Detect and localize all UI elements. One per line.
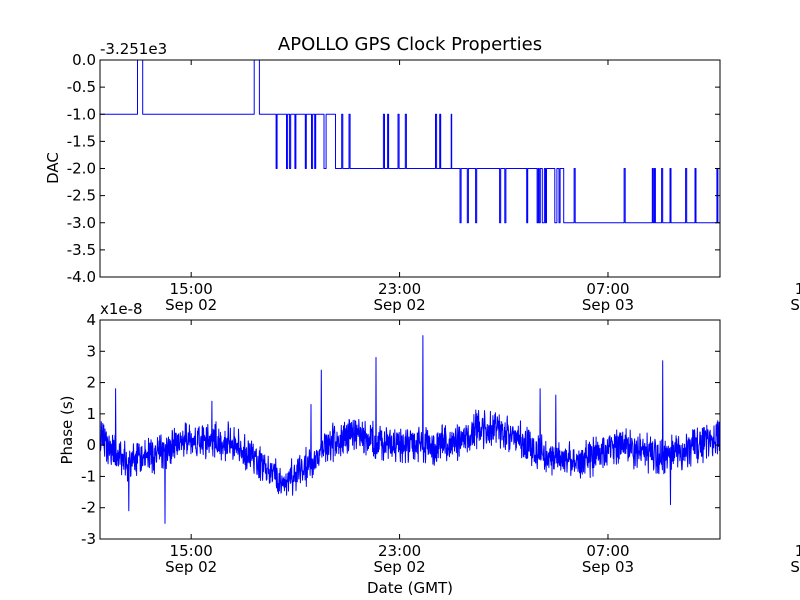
dac-x-tick-date-label: Sep 02	[165, 296, 217, 314]
phase-y-tick-label: -1	[81, 467, 96, 485]
dac-x-tick-date-label: Sep 03	[790, 296, 800, 314]
phase-x-tick-date-label: Sep 03	[582, 558, 634, 576]
dac-y-ticks: 0.0 -0.5 -1.0 -1.5 -2.0 -2.5 -3.0 -3.5 -4.0	[67, 51, 720, 286]
dac-x-tick-time-label: 15:00	[795, 280, 800, 298]
phase-y-tick-label: 0	[86, 436, 96, 454]
dac-panel: -3.251e3 0.0 -0.5 -1.0 -1.5 -2.0 -2.5 -3.0 -3.5…	[44, 40, 800, 314]
dac-y-tick-label: -4.0	[67, 268, 96, 286]
phase-y-tick-label: 1	[86, 405, 96, 423]
phase-y-ticks: -3 -2 -1 0 1 2 3 4	[81, 311, 720, 548]
dac-x-tick-time-label: 15:00	[170, 280, 213, 298]
phase-series-line	[100, 335, 720, 524]
dac-y-tick-label: -2.0	[67, 160, 96, 178]
phase-y-axis-label: Phase (s)	[58, 395, 76, 464]
phase-x-tick-time-label: 15:00	[795, 542, 800, 560]
dac-y-tick-label: -3.5	[67, 241, 96, 259]
phase-x-tick-date-label: Sep 02	[374, 558, 426, 576]
phase-series	[100, 335, 720, 524]
dac-y-tick-label: 0.0	[72, 51, 96, 69]
phase-x-tick-date-label: Sep 02	[165, 558, 217, 576]
phase-y-tick-label: 3	[86, 342, 96, 360]
dac-y-tick-label: -0.5	[67, 78, 96, 96]
dac-y-tick-label: -1.0	[67, 105, 96, 123]
dac-y-tick-label: -2.5	[67, 187, 96, 205]
phase-x-tick-time-label: 15:00	[170, 542, 213, 560]
phase-offset-label: x1e-8	[100, 300, 143, 318]
dac-x-tick-date-label: Sep 02	[374, 296, 426, 314]
phase-plot-frame	[99, 319, 721, 540]
phase-y-tick-label: 2	[86, 374, 96, 392]
phase-y-tick-label: -2	[81, 499, 96, 517]
dac-y-tick-label: -3.0	[67, 214, 96, 232]
x-axis-label: Date (GMT)	[367, 579, 453, 597]
dac-x-tick-time-label: 23:00	[378, 280, 421, 298]
dac-y-axis-label: DAC	[44, 152, 62, 184]
phase-x-tick-date-label: Sep 03	[790, 558, 800, 576]
dac-y-tick-label: -1.5	[67, 132, 96, 150]
phase-x-tick-time-label: 07:00	[586, 542, 629, 560]
phase-y-tick-label: 4	[86, 311, 96, 329]
dac-series-line	[100, 60, 720, 224]
chart-title: APOLLO GPS Clock Properties	[278, 34, 542, 55]
phase-y-tick-label: -3	[81, 530, 96, 548]
dac-x-tick-date-label: Sep 03	[582, 296, 634, 314]
dac-series	[100, 60, 720, 224]
dac-offset-label: -3.251e3	[100, 40, 167, 58]
dac-x-tick-time-label: 07:00	[586, 280, 629, 298]
phase-x-tick-time-label: 23:00	[378, 542, 421, 560]
